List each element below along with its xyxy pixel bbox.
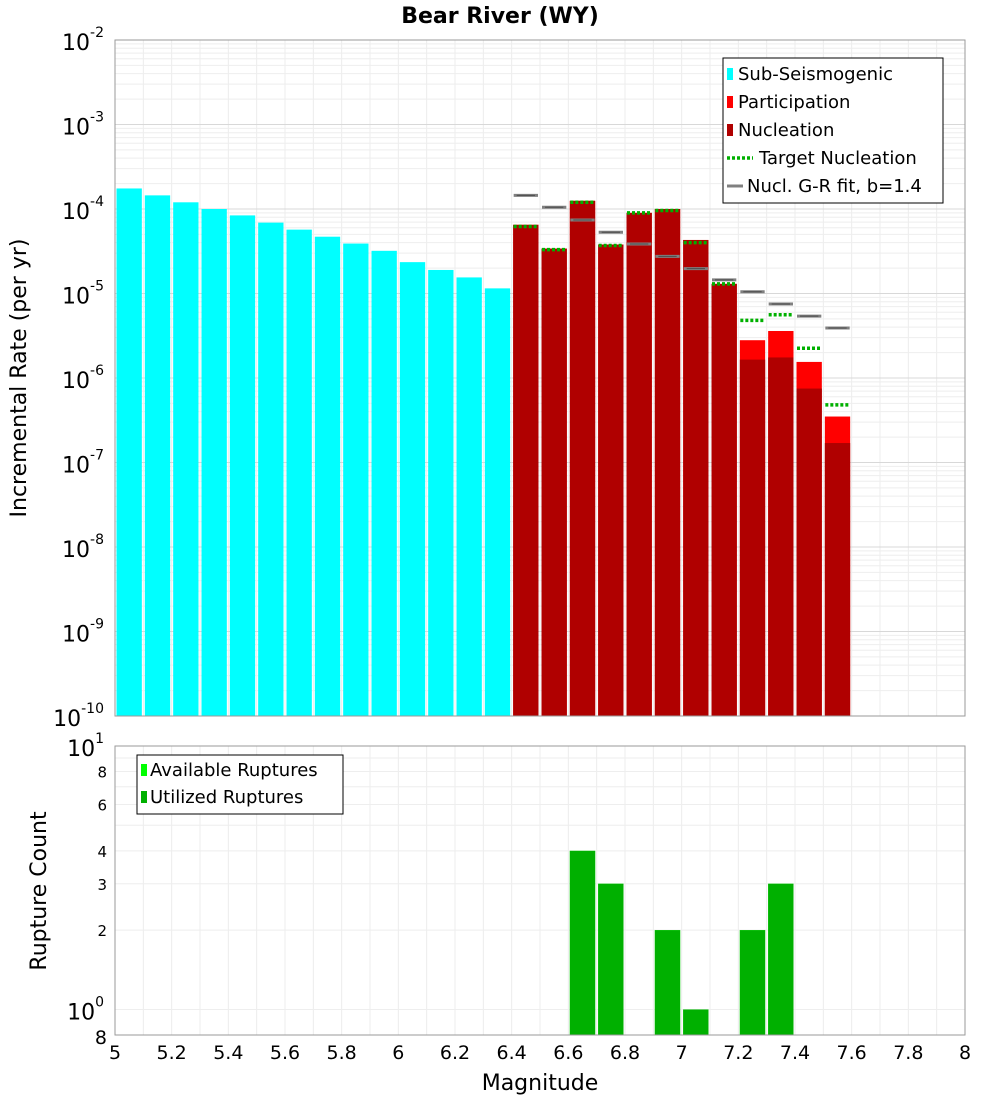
- bottom-y-major-tick-label: 100: [67, 994, 104, 1025]
- utilized-legend-swatch: [141, 791, 147, 803]
- sub-seismogenic-bar: [371, 250, 397, 716]
- top-y-tick-label: 10-6: [62, 363, 104, 394]
- sub_seismogenic-legend-label: Sub-Seismogenic: [738, 64, 893, 85]
- participation-legend-label: Participation: [738, 92, 850, 113]
- nucleation-bar: [711, 283, 737, 716]
- bottom-y-tick-label: 2: [97, 922, 107, 940]
- nucleation-bar: [513, 224, 539, 716]
- top-y-tick-label: 10-10: [53, 701, 104, 732]
- sub-seismogenic-bar: [484, 288, 511, 716]
- top-bars: [116, 188, 851, 717]
- nucleation-bar: [569, 200, 596, 717]
- bottom-y-tick-label: 8: [97, 764, 107, 782]
- bottom-bars: [569, 850, 794, 1035]
- top-y-tick-labels: 10-10 10-9 10-8 10-7 10-6 10-5 10-4 10-3 10-2: [53, 25, 104, 732]
- x-tick-labels: 5 5.2 5.4 5.6 5.8 6 6.2 6.4 6.6 6.8 7 7.2 7.4 7.6 7.8 8: [109, 1042, 971, 1064]
- bottom-y-tick-label: 6: [97, 796, 107, 814]
- sub-seismogenic-bar: [343, 243, 369, 716]
- target_nucleation-legend-label: Target Nucleation: [758, 148, 917, 169]
- bottom-y-tick-label: 4: [97, 843, 107, 861]
- nucleation-bar: [768, 357, 794, 716]
- utilized-ruptures-bar: [683, 1009, 709, 1035]
- top-y-tick-label: 10-4: [62, 194, 104, 225]
- top-y-tick-label: 10-7: [62, 448, 104, 479]
- x-tick-label: 6.6: [553, 1042, 583, 1064]
- x-tick-label: 6.8: [610, 1042, 640, 1064]
- top-gridlines: [114, 39, 966, 717]
- x-axis-label: Magnitude: [482, 1071, 599, 1096]
- sub-seismogenic-bar: [173, 202, 199, 716]
- top-legend: Sub-Seismogenic Participation Nucleation Ta…: [722, 57, 944, 204]
- x-tick-label: 5: [109, 1042, 121, 1064]
- x-tick-label: 6.2: [440, 1042, 470, 1064]
- top-y-tick-label: 10-3: [62, 110, 104, 141]
- sub-seismogenic-bar: [286, 229, 312, 716]
- top-line-markers: [513, 193, 850, 407]
- sub-seismogenic-bar: [258, 222, 284, 716]
- sub-seismogenic-bar: [201, 209, 227, 716]
- top-plot-frame: [114, 39, 966, 717]
- nucleation-bar: [598, 244, 624, 716]
- bottom-legend-box: [136, 754, 344, 815]
- x-tick-label: 7.8: [893, 1042, 923, 1064]
- x-tick-label: 7.4: [780, 1042, 810, 1064]
- participation-legend-swatch: [727, 96, 733, 108]
- bottom-y-major-tick-label: 101: [67, 731, 104, 762]
- nucleation-bar: [654, 209, 681, 716]
- sub-seismogenic-bar: [229, 215, 256, 716]
- gr_fit-legend-label: Nucl. G-R fit, b=1.4: [747, 176, 922, 197]
- bottom-y-tick-label: 8: [95, 1027, 107, 1049]
- x-tick-label: 6.4: [497, 1042, 527, 1064]
- utilized-ruptures-bar: [768, 883, 794, 1035]
- top-y-tick-label: 10-5: [62, 279, 104, 310]
- top-y-tick-label: 10-8: [62, 532, 104, 563]
- bottom-plot-frame: [114, 745, 966, 1036]
- top-legend-box: [722, 57, 944, 204]
- x-tick-label: 8: [959, 1042, 971, 1064]
- bottom-y-axis-label: Rupture Count: [27, 811, 52, 971]
- nucleation-bar: [824, 443, 851, 716]
- utilized-legend-label: Utilized Ruptures: [150, 787, 303, 808]
- nucleation-bar: [626, 212, 652, 716]
- sub-seismogenic-bar: [428, 269, 454, 716]
- available-legend-label: Available Ruptures: [150, 760, 318, 781]
- chart-title: Bear River (WY): [401, 4, 599, 29]
- sub_seismogenic-legend-swatch: [727, 68, 733, 80]
- nucleation-bar: [683, 239, 709, 716]
- x-tick-label: 7.2: [723, 1042, 753, 1064]
- nucleation-legend-label: Nucleation: [738, 120, 834, 141]
- sub-seismogenic-bar: [116, 188, 142, 717]
- top-y-tick-label: 10-2: [62, 25, 104, 56]
- nucleation-bar: [796, 388, 822, 716]
- x-tick-label: 7.6: [837, 1042, 867, 1064]
- top-y-tick-label: 10-9: [62, 617, 104, 648]
- utilized-ruptures-bar: [654, 930, 681, 1035]
- x-tick-label: 7: [676, 1042, 688, 1064]
- nucleation-bar: [739, 359, 766, 716]
- top-y-axis-label: Incremental Rate (per yr): [7, 239, 32, 518]
- utilized-ruptures-bar: [598, 883, 624, 1035]
- utilized-ruptures-bar: [739, 930, 766, 1035]
- available-legend-swatch: [141, 764, 147, 776]
- x-tick-label: 5.4: [213, 1042, 243, 1064]
- sub-seismogenic-bar: [144, 195, 171, 717]
- x-tick-label: 5.8: [327, 1042, 357, 1064]
- nucleation-legend-swatch: [727, 124, 733, 136]
- x-tick-label: 5.2: [157, 1042, 187, 1064]
- x-tick-label: 6: [392, 1042, 404, 1064]
- utilized-ruptures-bar: [569, 850, 596, 1035]
- sub-seismogenic-bar: [399, 262, 426, 716]
- bottom-legend: Available Ruptures Utilized Ruptures: [136, 754, 344, 815]
- x-tick-label: 5.6: [270, 1042, 300, 1064]
- bottom-y-tick-label: 3: [97, 876, 107, 894]
- sub-seismogenic-bar: [314, 236, 341, 716]
- nucleation-bar: [541, 248, 567, 716]
- sub-seismogenic-bar: [456, 277, 482, 716]
